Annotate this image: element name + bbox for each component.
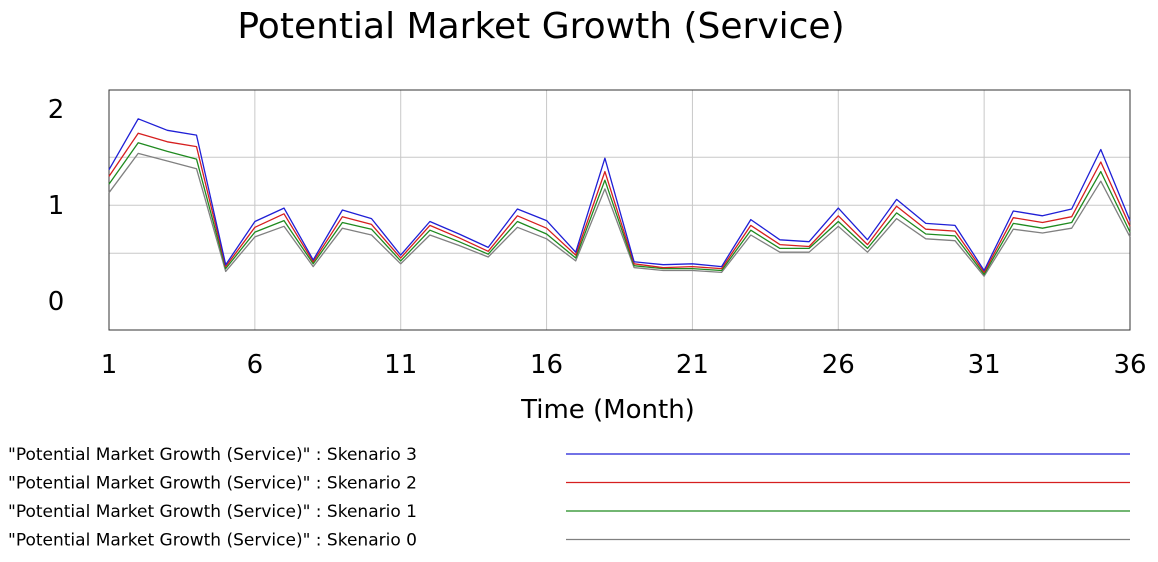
series-line — [108, 132, 1131, 274]
x-tick-label: 31 — [968, 350, 1001, 380]
series-lines — [108, 118, 1131, 277]
legend: "Potential Market Growth (Service)" : Sk… — [8, 445, 1130, 551]
x-axis-title: Time (Month) — [520, 395, 695, 425]
x-tick-label: 26 — [822, 350, 855, 380]
x-tick-label: 21 — [676, 350, 709, 380]
series-line — [108, 118, 1131, 272]
y-tick-label: 2 — [48, 95, 65, 125]
x-tick-label: 36 — [1113, 350, 1146, 380]
x-tick-label: 1 — [101, 350, 118, 380]
x-tick-labels: 1 6 11 16 21 26 31 36 — [101, 350, 1147, 380]
legend-label: "Potential Market Growth (Service)" : Sk… — [8, 474, 417, 494]
series-line — [108, 142, 1131, 275]
legend-label: "Potential Market Growth (Service)" : Sk… — [8, 445, 417, 465]
legend-label: "Potential Market Growth (Service)" : Sk… — [8, 502, 417, 522]
grid — [108, 90, 1131, 330]
legend-label: "Potential Market Growth (Service)" : Sk… — [8, 531, 417, 551]
x-tick-label: 11 — [384, 350, 417, 380]
y-tick-label: 0 — [48, 287, 65, 317]
y-tick-label: 1 — [48, 191, 65, 221]
x-tick-label: 6 — [247, 350, 264, 380]
y-tick-labels: 2 1 0 — [48, 95, 65, 317]
series-line — [108, 152, 1131, 277]
x-tick-label: 16 — [530, 350, 563, 380]
plot-area — [108, 89, 1131, 331]
chart-title: Potential Market Growth (Service) — [237, 6, 844, 47]
